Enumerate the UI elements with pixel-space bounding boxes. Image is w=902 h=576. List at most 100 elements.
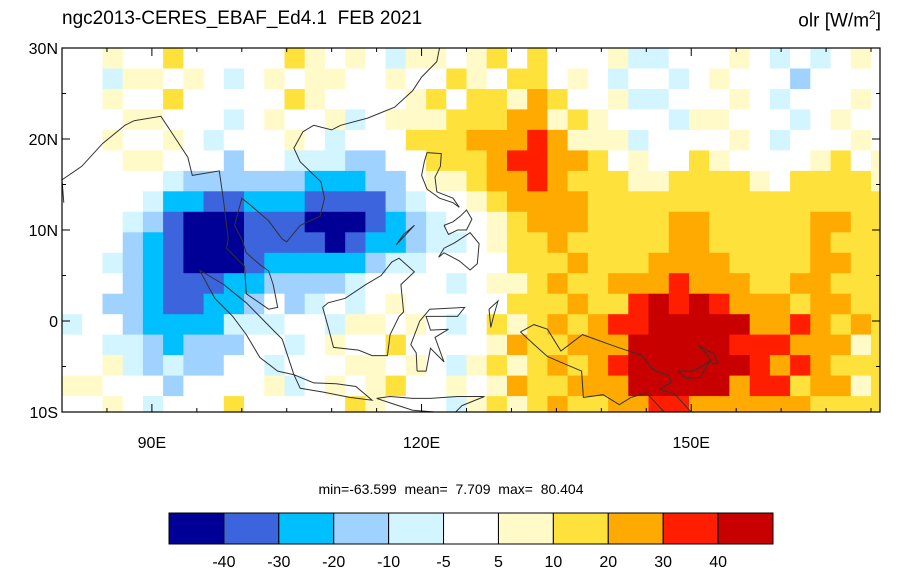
olr-cell [203,109,225,131]
olr-cell [345,314,366,336]
olr-cell [183,191,205,213]
olr-cell [122,355,144,377]
olr-cell [264,375,286,397]
olr-cell [648,314,670,336]
olr-cell [871,252,880,274]
olr-cell [244,191,265,213]
olr-cell [587,191,609,213]
olr-cell [527,150,548,172]
colorbar-label: 10 [544,554,562,571]
olr-cell [547,252,569,274]
olr-cell [466,293,488,315]
olr-cell [405,232,427,254]
olr-cell [567,396,589,412]
olr-cell [264,314,286,336]
olr-cell [446,314,468,336]
olr-cell [304,89,326,111]
olr-cell [446,252,468,274]
olr-cell [527,109,548,131]
olr-cell [486,252,508,274]
olr-cell [689,273,710,295]
olr-cell [405,109,427,131]
olr-cell [729,150,751,172]
olr-cell [527,170,548,192]
olr-cell [102,293,124,315]
olr-cell [587,211,609,233]
olr-cell [486,150,508,172]
olr-cell [244,170,265,192]
olr-cell [527,191,548,213]
olr-cell [426,191,447,213]
olr-cell [668,191,690,213]
olr-cell [284,191,306,213]
olr-cell [223,129,245,151]
olr-cell [142,396,164,412]
olr-cell [142,273,164,295]
olr-cell [729,89,751,111]
olr-cell [790,375,811,397]
olr-cell [850,109,872,131]
olr-cell [284,232,306,254]
olr-cell [203,273,225,295]
longitude-axis: 90E 120E 150E [138,435,710,452]
coastline [698,345,719,365]
olr-cell [102,314,124,336]
olr-cell [304,396,326,412]
olr-cell [486,355,508,377]
olr-cell [810,211,832,233]
olr-cell [709,48,730,70]
olr-cell [385,48,407,70]
olr-cell [587,273,609,295]
olr-cell [142,252,164,274]
olr-cell [507,170,528,192]
olr-cell [142,68,164,90]
olr-cell [405,191,427,213]
olr-cell [871,375,880,397]
olr-cell [426,170,447,192]
olr-cell [345,68,366,90]
olr-cell [345,150,366,172]
olr-cell [426,129,447,151]
olr-cell [810,293,832,315]
olr-cell [587,232,609,254]
olr-cell [587,150,609,172]
olr-cell [507,396,528,412]
olr-cell [567,129,589,151]
olr-cell [729,109,751,131]
olr-cell [142,232,164,254]
olr-cell [830,396,852,412]
olr-cell [426,89,447,111]
olr-cell [810,232,832,254]
olr-cell [142,89,164,111]
olr-cell [871,129,880,151]
olr-cell [102,252,124,274]
olr-cell [365,334,387,356]
olr-cell [769,396,791,412]
olr-cell [729,68,751,90]
olr-cell [709,150,730,172]
coastline [322,257,416,357]
olr-cell [385,355,407,377]
olr-cell [62,355,83,377]
olr-cell [466,109,488,131]
colorbar-label: 30 [654,554,672,571]
olr-cell [608,334,629,356]
olr-cell [466,211,488,233]
units-prefix: [W/m [824,10,870,32]
olr-cell [385,170,407,192]
olr-cell [82,191,103,213]
olr-cell [790,314,811,336]
lat-tick-label: 20N [29,132,58,149]
olr-cell [203,211,225,233]
olr-cell [345,334,366,356]
olr-cell [608,211,629,233]
olr-cell [709,89,730,111]
olr-cell [324,293,346,315]
olr-cell [122,109,144,131]
olr-cell [102,68,124,90]
olr-cell [163,355,184,377]
olr-cell [264,170,286,192]
olr-cell [790,355,811,377]
olr-cell [608,129,629,151]
olr-cell [183,293,205,315]
